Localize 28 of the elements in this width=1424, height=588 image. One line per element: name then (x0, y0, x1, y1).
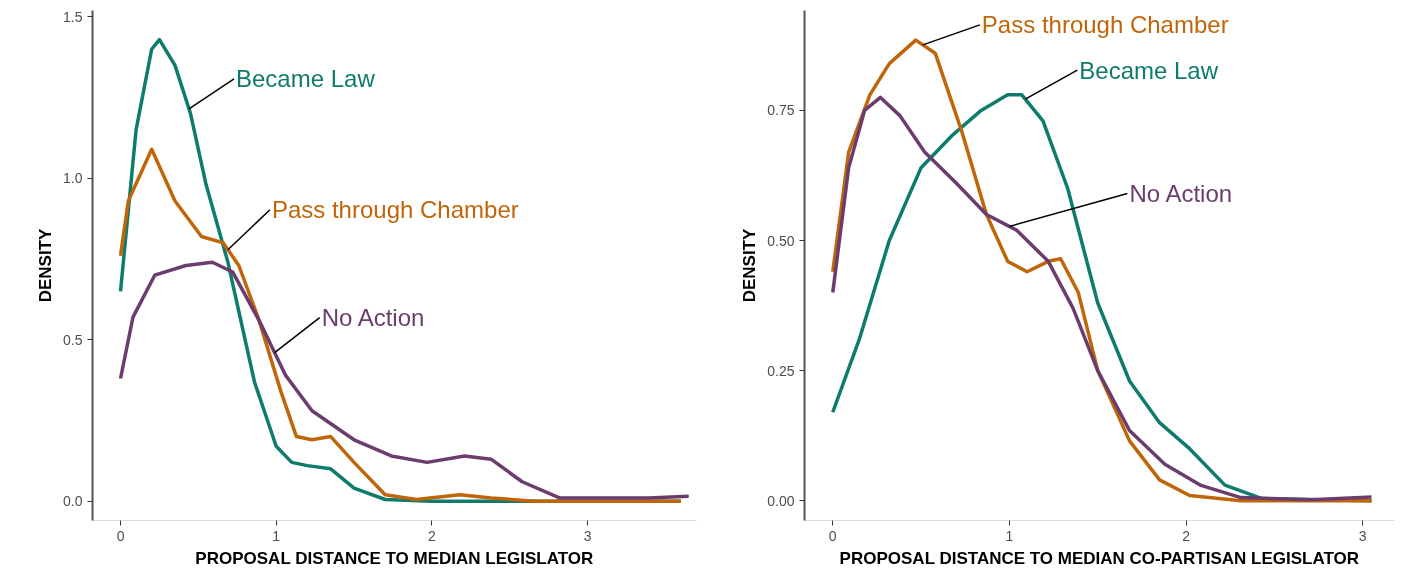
text: No Action (321, 304, 425, 332)
text: No Action (1129, 179, 1233, 207)
y-tick-label: 0.50 (767, 232, 795, 249)
x-axis-title: PROPOSAL DISTANCE TO MEDIAN LEGISLATOR (195, 548, 594, 568)
x-tick-label: 3 (583, 527, 592, 544)
text: Became Law (236, 65, 376, 93)
text: Pass through Chamber (271, 196, 519, 224)
text: Pass through Chamber (981, 11, 1229, 39)
x-tick-label: 0 (828, 527, 837, 544)
y-tick-label: 0.5 (63, 331, 83, 348)
y-tick-label: 0.00 (767, 492, 795, 509)
x-tick-label: 2 (427, 527, 436, 544)
y-tick-label: 0.25 (767, 362, 795, 379)
x-tick-label: 1 (272, 527, 281, 544)
y-tick-label: 1.0 (63, 170, 83, 187)
y-axis-title: DENSITY (740, 228, 760, 303)
y-tick-label: 0.75 (767, 102, 795, 119)
x-tick-label: 2 (1182, 527, 1191, 544)
y-axis-title: DENSITY (36, 228, 56, 303)
x-tick-label: 1 (1005, 527, 1014, 544)
x-tick-label: 0 (116, 527, 125, 544)
y-tick-label: 0.0 (63, 493, 83, 510)
y-tick-label: 1.5 (63, 8, 83, 25)
x-axis-title: PROPOSAL DISTANCE TO MEDIAN CO-PARTISAN LEGISLATOR (839, 548, 1360, 568)
x-tick-label: 3 (1358, 527, 1367, 544)
line-series (118, 147, 683, 503)
line-series (118, 260, 691, 500)
text: Became Law (1079, 56, 1219, 84)
